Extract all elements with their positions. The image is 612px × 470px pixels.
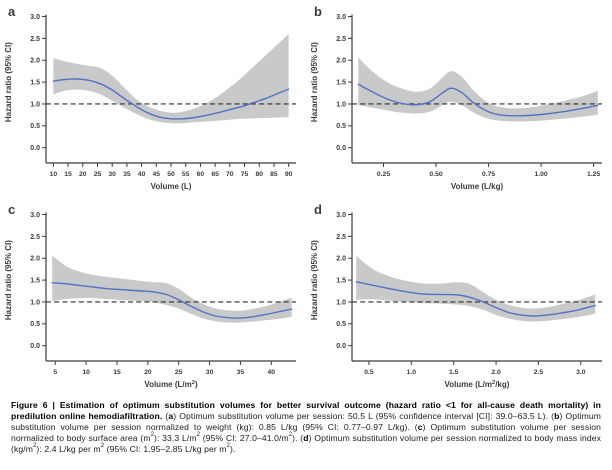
y-tick-label: 2.0 <box>30 58 40 65</box>
panel-letter-a: a <box>8 4 16 19</box>
x-tick-label: 65 <box>211 171 219 178</box>
hazard-ratio-curve-a <box>52 78 290 120</box>
y-tick-label: 0.5 <box>336 123 346 130</box>
x-tick-label: 1.25 <box>587 171 600 178</box>
x-tick-label: 70 <box>226 171 234 178</box>
x-tick-label: 5 <box>53 369 57 376</box>
y-axis-title-a: Hazard ratio (95% CI) <box>4 42 13 122</box>
y-axis-title-d: Hazard ratio (95% CI) <box>310 240 319 320</box>
y-tick-label: 0.0 <box>30 145 40 152</box>
x-tick-label: 3.0 <box>576 369 586 376</box>
y-tick-label: 1.5 <box>336 79 346 86</box>
panel-letter-c: c <box>8 202 15 217</box>
y-tick-label: 0.0 <box>336 145 346 152</box>
y-tick-label: 1.0 <box>336 101 346 108</box>
ci-band-c <box>52 255 292 323</box>
chart-a-svg: 0.0 0.5 1.0 1.5 2.0 2.5 3.0 10 15 20 25 30 35 40 45 50 5… <box>4 4 296 191</box>
x-tick-label: 80 <box>255 171 263 178</box>
x-tick-label: 0.50 <box>429 171 442 178</box>
x-tick-label: 0.25 <box>377 171 390 178</box>
y-tick-label: 2.0 <box>30 256 40 263</box>
x-tick-label: 25 <box>94 171 102 178</box>
x-tick-label: 0.5 <box>364 369 374 376</box>
y-tick-label: 2.5 <box>30 36 40 43</box>
hazard-ratio-curve-d <box>355 281 596 317</box>
x-axis-title-b: Volume (L/kg) <box>451 182 504 191</box>
y-tick-label: 3.0 <box>336 212 346 219</box>
y-tick-label: 1.5 <box>30 277 40 284</box>
ci-band-b <box>358 57 598 122</box>
x-tick-label: 2.0 <box>491 369 501 376</box>
x-tick-label: 85 <box>270 171 278 178</box>
x-tick-label: 75 <box>241 171 249 178</box>
panel-a: 0.0 0.5 1.0 1.5 2.0 2.5 3.0 10 15 20 25 30 35 40 45 50 5… <box>0 0 306 198</box>
x-tick-label: 35 <box>123 171 131 178</box>
x-tick-label: 30 <box>206 369 214 376</box>
x-axis-title-c: Volume (L/m2) <box>144 380 198 389</box>
panel-grid: 0.0 0.5 1.0 1.5 2.0 2.5 3.0 10 15 20 25 30 35 40 45 50 5… <box>0 0 612 396</box>
x-tick-label: 10 <box>82 369 90 376</box>
y-tick-label: 2.5 <box>336 36 346 43</box>
y-tick-label: 2.5 <box>336 234 346 241</box>
chart-d-svg: 0.0 0.5 1.0 1.5 2.0 2.5 3.0 0.5 1.0 1.5 2.0 2.5 3.0 V… <box>310 202 602 389</box>
y-tick-label: 0.5 <box>30 321 40 328</box>
x-tick-label: 90 <box>285 171 293 178</box>
panel-d: 0.0 0.5 1.0 1.5 2.0 2.5 3.0 0.5 1.0 1.5 2.0 2.5 3.0 V… <box>306 198 612 396</box>
x-tick-label: 25 <box>175 369 183 376</box>
x-tick-label: 15 <box>64 171 72 178</box>
ci-band-d <box>356 256 596 322</box>
x-axis-title-a: Volume (L) <box>151 182 192 191</box>
x-tick-label: 30 <box>108 171 116 178</box>
y-tick-label: 2.5 <box>30 234 40 241</box>
y-tick-label: 2.0 <box>336 58 346 65</box>
chart-b-svg: 0.0 0.5 1.0 1.5 2.0 2.5 3.0 0.25 0.50 0.75 1.00 1.2… <box>310 4 602 191</box>
x-tick-label: 1.5 <box>449 369 459 376</box>
x-tick-label: 50 <box>167 171 175 178</box>
x-tick-label: 55 <box>182 171 190 178</box>
y-tick-label: 1.5 <box>336 277 346 284</box>
y-tick-label: 0.0 <box>336 343 346 350</box>
x-tick-label: 20 <box>79 171 87 178</box>
x-tick-label: 15 <box>113 369 121 376</box>
y-tick-label: 0.5 <box>336 321 346 328</box>
x-tick-label: 40 <box>268 369 276 376</box>
y-tick-label: 3.0 <box>336 14 346 21</box>
hazard-ratio-curve-b <box>357 83 599 117</box>
y-tick-label: 1.0 <box>336 299 346 306</box>
x-tick-label: 20 <box>144 369 152 376</box>
x-tick-label: 40 <box>138 171 146 178</box>
y-tick-label: 2.0 <box>336 256 346 263</box>
y-tick-label: 3.0 <box>30 14 40 21</box>
x-tick-label: 35 <box>237 369 245 376</box>
chart-c-svg: 0.0 0.5 1.0 1.5 2.0 2.5 3.0 5 10 15 20 25 30 35 40 Volu… <box>4 202 296 389</box>
panel-letter-d: d <box>314 202 322 217</box>
y-tick-label: 3.0 <box>30 212 40 219</box>
panel-c: 0.0 0.5 1.0 1.5 2.0 2.5 3.0 5 10 15 20 25 30 35 40 Volu… <box>0 198 306 396</box>
y-tick-label: 1.0 <box>30 101 40 108</box>
x-tick-label: 60 <box>197 171 205 178</box>
hazard-ratio-curve-c <box>51 282 293 319</box>
x-tick-label: 1.00 <box>534 171 547 178</box>
y-axis-title-c: Hazard ratio (95% CI) <box>4 240 13 320</box>
y-tick-label: 0.5 <box>30 123 40 130</box>
figure-caption: Figure 6 | Estimation of optimum substit… <box>11 400 602 454</box>
x-tick-label: 0.75 <box>482 171 495 178</box>
x-tick-label: 45 <box>153 171 161 178</box>
ci-band-a <box>53 34 289 124</box>
x-tick-label: 2.5 <box>534 369 544 376</box>
y-tick-label: 0.0 <box>30 343 40 350</box>
y-tick-label: 1.0 <box>30 299 40 306</box>
y-axis-title-b: Hazard ratio (95% CI) <box>310 42 319 122</box>
panel-letter-b: b <box>314 4 322 19</box>
x-tick-label: 10 <box>50 171 58 178</box>
x-tick-label: 1.0 <box>407 369 417 376</box>
y-tick-label: 1.5 <box>30 79 40 86</box>
panel-b: 0.0 0.5 1.0 1.5 2.0 2.5 3.0 0.25 0.50 0.75 1.00 1.2… <box>306 0 612 198</box>
x-axis-title-d: Volume (L/m2/kg) <box>445 380 510 389</box>
